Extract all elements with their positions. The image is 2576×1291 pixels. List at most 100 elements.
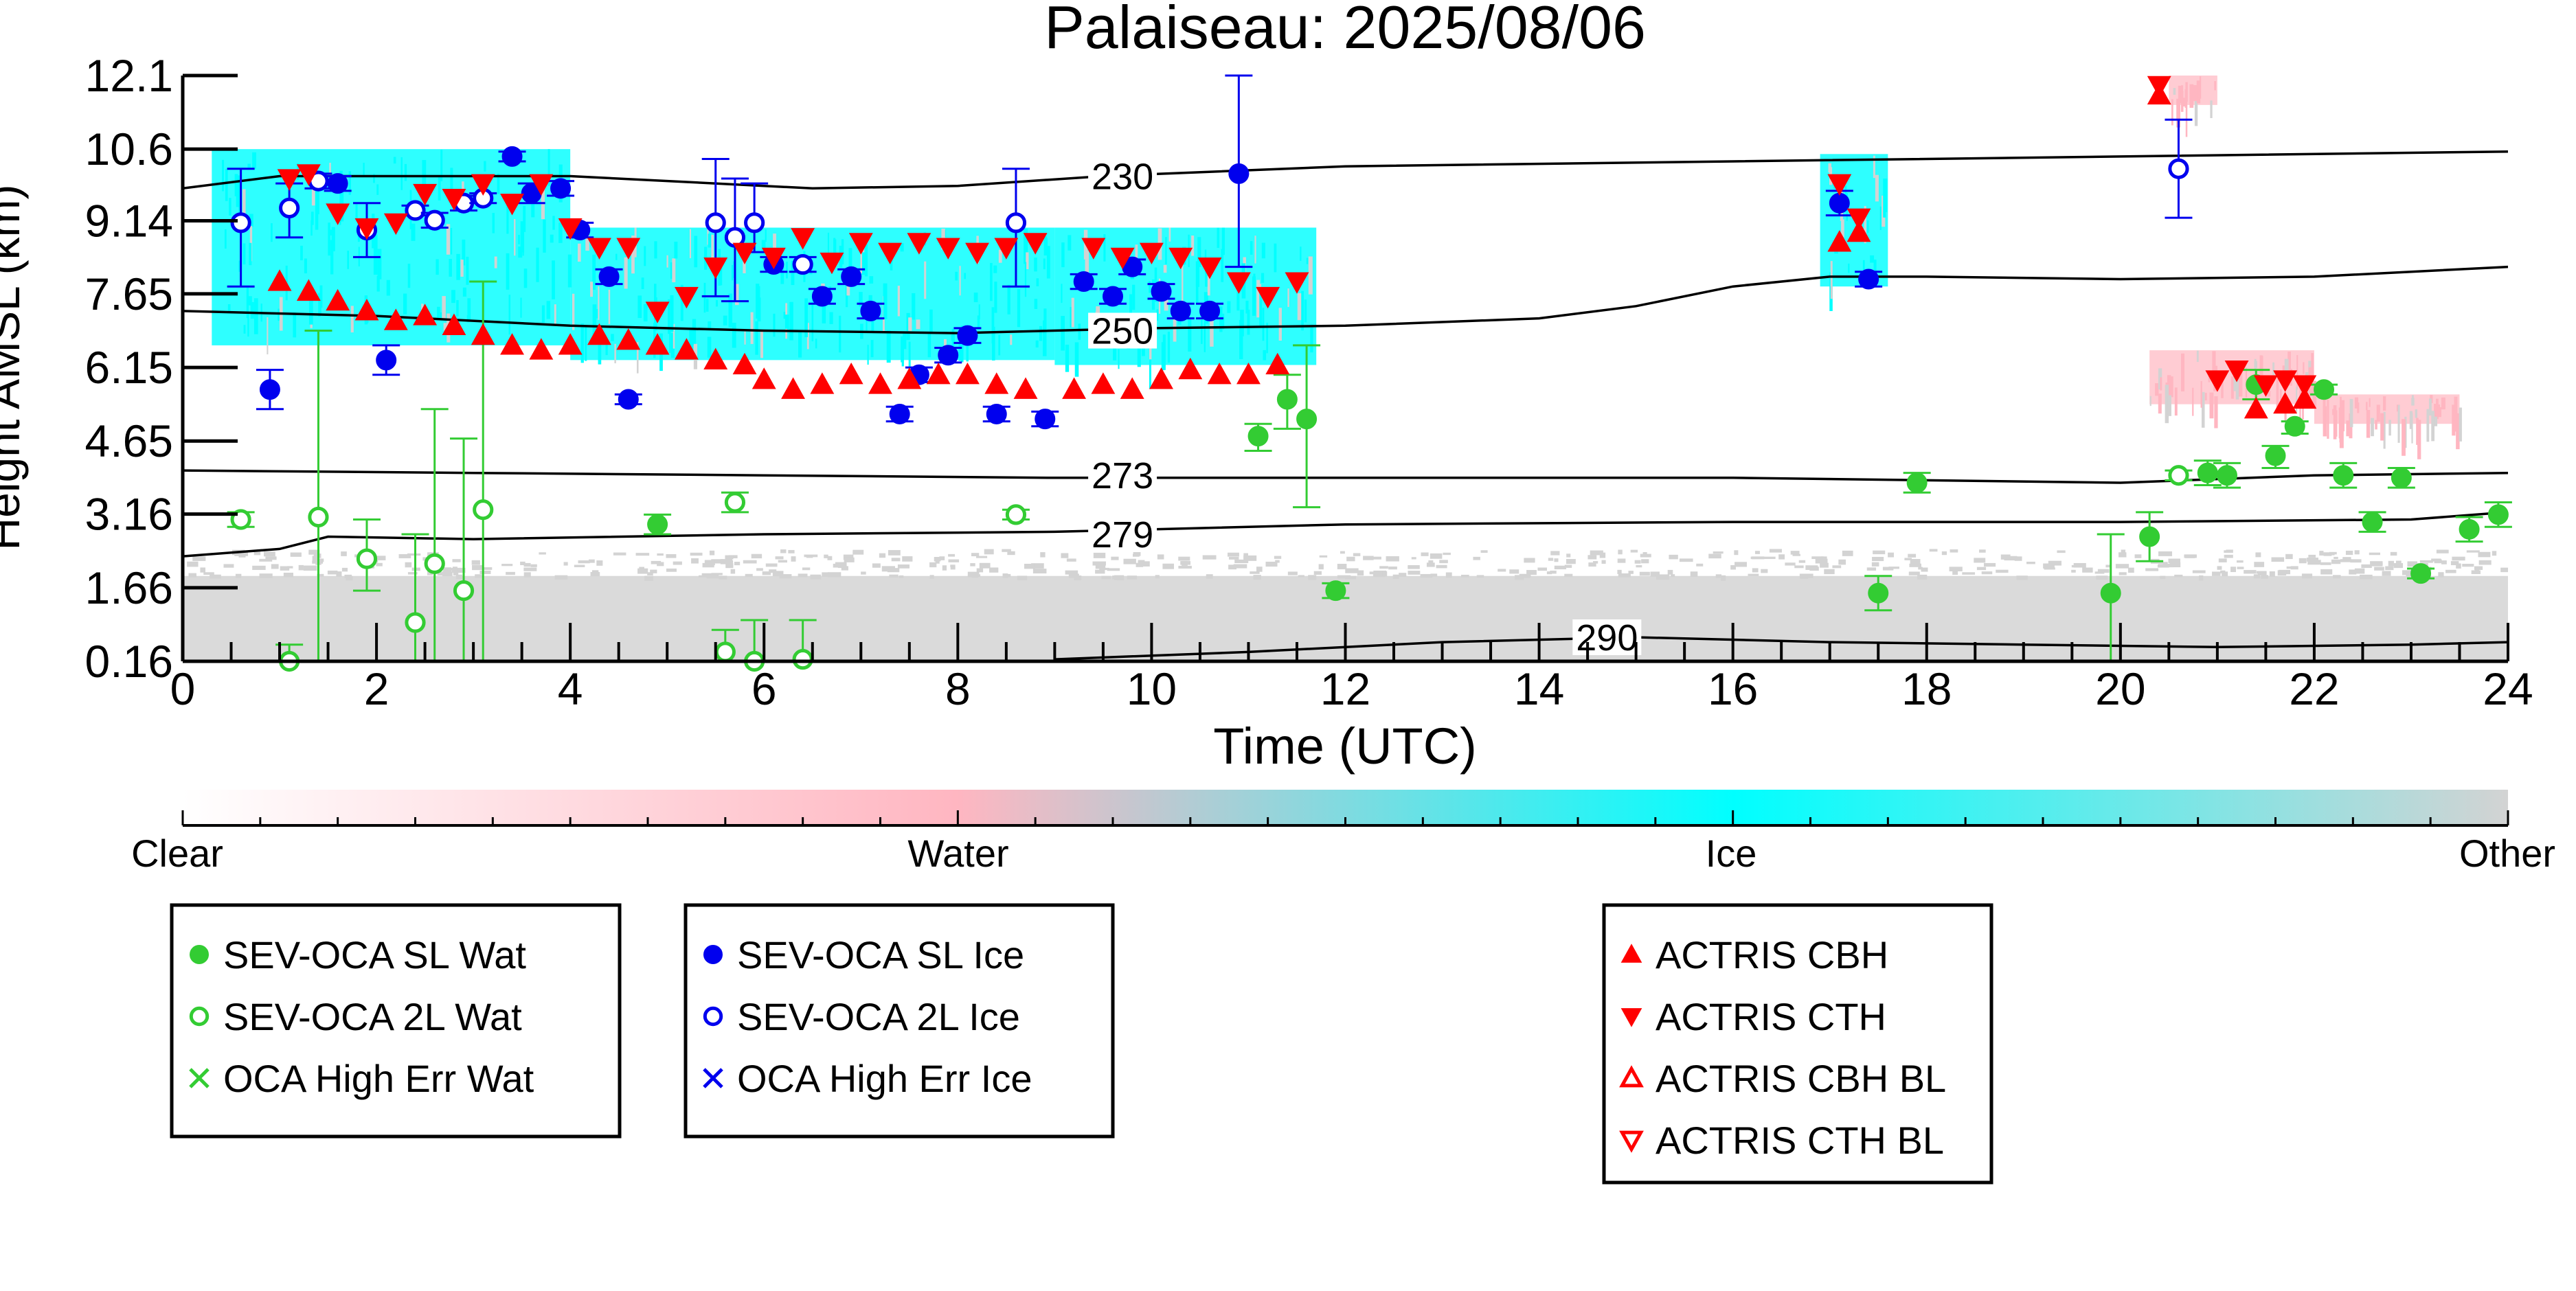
data-point	[1868, 582, 1889, 604]
y-tick-label: 12.1	[85, 50, 173, 101]
data-point	[860, 300, 881, 321]
contour-label-bg	[1088, 312, 1157, 349]
data-point	[1023, 233, 1048, 255]
data-point	[376, 350, 397, 371]
legend-item-actris-cbh-bl: ACTRIS CBH BL	[1619, 1057, 1946, 1100]
x-tick-label: 12	[1320, 663, 1370, 714]
legend-item-sev-oca-sl-ice: SEV-OCA SL Ice	[703, 933, 1024, 976]
data-point	[752, 367, 776, 389]
y-tick-label: 9.14	[85, 195, 173, 246]
legend-label: SEV-OCA 2L Ice	[737, 995, 1020, 1038]
contour-label-bg	[1088, 158, 1157, 194]
x-tick-label: 10	[1127, 663, 1177, 714]
data-point	[1005, 212, 1027, 233]
data-point	[354, 299, 379, 321]
data-point	[674, 338, 699, 360]
x-tick-label: 18	[1901, 663, 1952, 714]
data-point	[889, 403, 910, 424]
data-point	[2168, 158, 2189, 179]
data-point	[587, 323, 611, 345]
data-point	[1207, 362, 1232, 385]
data-point	[501, 146, 523, 167]
data-point	[230, 212, 251, 233]
data-point	[744, 212, 765, 233]
y-tick-label: 10.6	[85, 124, 173, 174]
data-point	[1110, 247, 1135, 270]
data-point	[1120, 377, 1144, 399]
x-tick-label: 0	[170, 663, 196, 714]
data-point	[984, 372, 1009, 394]
legend-item-actris-cth: ACTRIS CTH	[1620, 995, 1886, 1038]
data-point	[2314, 379, 2335, 400]
legend-label: SEV-OCA SL Wat	[223, 933, 526, 976]
data-point	[1139, 242, 1164, 264]
legend-label: ACTRIS CTH BL	[1656, 1119, 1944, 1162]
data-point	[897, 367, 922, 389]
data-point	[2273, 391, 2298, 414]
contour-label: 290	[1576, 617, 1638, 659]
legend-item-actris-cbh: ACTRIS CBH	[1620, 933, 1888, 976]
data-point	[1827, 230, 1852, 252]
x-tick-label: 22	[2289, 663, 2339, 714]
data-point	[1276, 389, 1298, 410]
legend-label: SEV-OCA SL Ice	[737, 933, 1024, 976]
data-point	[1170, 300, 1191, 321]
data-point	[938, 345, 959, 366]
data-point	[327, 173, 348, 194]
legend-marker	[703, 1068, 723, 1088]
legend-marker	[703, 1006, 723, 1027]
data-point	[279, 197, 300, 218]
y-tick-label: 7.65	[85, 269, 173, 319]
x-tick-label: 8	[945, 663, 971, 714]
legend-marker	[1620, 1008, 1642, 1027]
data-point	[1829, 192, 1850, 214]
x-tick-label: 20	[2095, 663, 2145, 714]
data-point	[868, 372, 892, 394]
legend-box-2: SEV-OCA SL Ice SEV-OCA 2L Ice OCA High Err…	[683, 903, 1115, 1139]
data-point	[792, 649, 813, 670]
data-point	[2410, 563, 2432, 584]
data-point	[2253, 375, 2278, 397]
data-point	[616, 238, 641, 260]
data-point	[2284, 415, 2305, 437]
data-point	[2244, 396, 2268, 419]
data-point	[1178, 357, 1203, 380]
data-point	[616, 328, 641, 350]
contour-line	[183, 469, 2508, 484]
data-point	[356, 548, 378, 569]
data-point	[1247, 426, 1269, 447]
data-point	[1858, 269, 1879, 290]
data-point	[848, 233, 873, 255]
legend-label: OCA High Err Wat	[223, 1057, 534, 1100]
data-point	[424, 553, 445, 574]
data-point	[724, 492, 746, 513]
colorbar-ticks	[181, 810, 2509, 825]
data-point	[1168, 247, 1193, 270]
data-point	[2362, 512, 2383, 533]
data-point	[647, 514, 668, 535]
y-ticks: 0.16 1.66 3.16 4.65 6.15 7.65 9.14 10.6 12.1	[85, 50, 238, 687]
data-point	[405, 200, 426, 221]
data-point	[1149, 367, 1173, 389]
contour-279: 279	[183, 511, 2508, 558]
y-tick-label: 0.16	[85, 636, 173, 687]
legend-item-sev-oca-sl-wat: SEV-OCA SL Wat	[190, 933, 526, 976]
data-point	[354, 218, 379, 240]
x-tick-label: 24	[2483, 663, 2533, 714]
data-point	[1073, 271, 1094, 293]
data-point	[2147, 76, 2171, 98]
data-point	[965, 242, 989, 264]
legend-marker	[189, 1068, 210, 1088]
contour-line	[183, 150, 2508, 190]
data-point	[645, 301, 670, 323]
data-point	[761, 247, 786, 270]
data-point	[1091, 372, 1116, 394]
data-point	[957, 325, 978, 346]
data-point	[792, 253, 813, 275]
contour-250: 250	[183, 265, 2508, 352]
data-point	[1103, 286, 1123, 307]
data-point	[781, 377, 806, 399]
legend: SEV-OCA SL Wat SEV-OCA 2L Wat OCA High Err…	[170, 903, 1993, 1185]
data-point	[926, 362, 951, 385]
legend-label: ACTRIS CBH BL	[1656, 1057, 1946, 1100]
